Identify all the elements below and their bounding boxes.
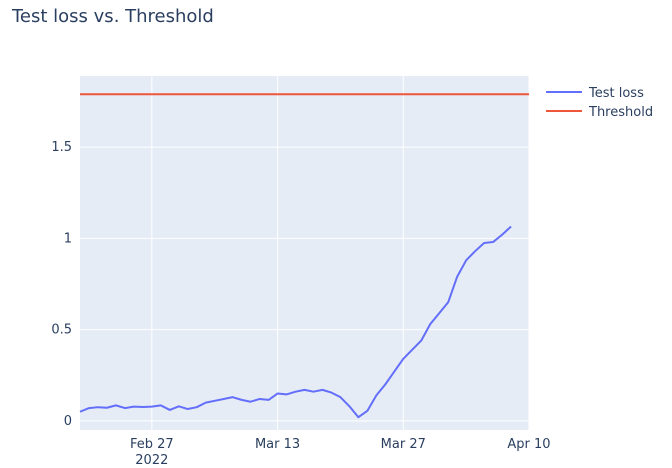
x-tick-label: Mar 27	[381, 437, 426, 452]
y-tick-label: 0	[64, 414, 72, 429]
x-tick-sublabel: 2022	[135, 453, 168, 468]
y-tick-label: 1	[64, 231, 72, 246]
legend-item[interactable]: Threshold	[546, 105, 653, 120]
plot-background	[80, 76, 529, 430]
x-tick-label: Mar 13	[255, 437, 300, 452]
legend[interactable]: Test loss Threshold	[546, 86, 653, 120]
chart-title: Test loss vs. Threshold	[12, 6, 214, 27]
series-layer	[79, 93, 529, 419]
y-tick-label: 0.5	[51, 323, 72, 338]
x-tick-label: Apr 10	[507, 437, 550, 452]
x-tick-label: Feb 27	[130, 437, 174, 452]
legend-item[interactable]: Test loss	[546, 86, 644, 101]
y-axis: 0 0.5 1 1.5	[51, 140, 72, 429]
series-test-loss	[79, 225, 512, 419]
grid-lines	[80, 76, 530, 430]
legend-label: Threshold	[588, 105, 653, 120]
y-tick-label: 1.5	[51, 140, 72, 155]
legend-label: Test loss	[588, 86, 644, 101]
